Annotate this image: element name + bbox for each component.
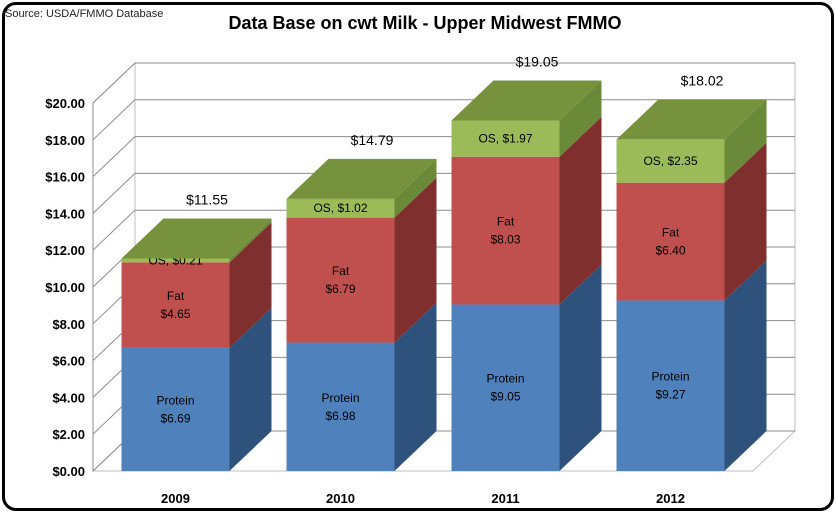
bar-os — [451, 120, 560, 157]
bar-fat — [121, 262, 230, 348]
bar-protein — [451, 304, 560, 471]
bar-top — [616, 99, 767, 140]
bar-protein — [286, 342, 395, 471]
y-tick-label: $14.00 — [45, 206, 85, 221]
bar-side-fat — [394, 177, 437, 343]
data-label-os: OS, $1.97 — [478, 132, 532, 146]
bar-side-fat — [559, 116, 602, 305]
total-label: $18.02 — [681, 72, 724, 88]
bar-side-protein — [229, 307, 272, 471]
data-label-os: OS, $2.35 — [643, 154, 697, 168]
bar-top — [451, 80, 602, 121]
bar-side-fat — [724, 142, 767, 301]
source-note: Source: USDA/FMMO Database — [5, 8, 164, 20]
y-tick-label: $2.00 — [52, 427, 85, 442]
y-axis: $0.00 $2.00 $4.00 $6.00 $8.00 $10.00 $12.00 $14… — [45, 96, 94, 479]
total-label: $14.79 — [351, 132, 394, 148]
data-label-protein: Protein $6.98 — [321, 391, 359, 423]
y-tick-label: $18.00 — [45, 133, 85, 148]
bar-side-os — [559, 80, 602, 157]
gridline — [92, 62, 795, 104]
y-tick-label: $12.00 — [45, 243, 85, 258]
bar-os — [121, 258, 230, 263]
bar-top — [286, 158, 437, 199]
stacked-bar-chart: Data Base on cwt Milk - Upper Midwest FM… — [45, 13, 797, 506]
bar-stack: Protein $9.27 Fat $6.40 OS, $2.35 $18.02 — [616, 72, 767, 471]
bar-fat — [616, 182, 725, 301]
bar-protein — [616, 300, 725, 471]
bar-top — [121, 218, 272, 259]
bar-side-fat — [229, 222, 272, 348]
bar-fat — [286, 217, 395, 343]
total-label: $19.05 — [516, 53, 559, 69]
bar-fat — [451, 156, 560, 305]
bar-side-protein — [394, 302, 437, 471]
x-tick-label: 2011 — [491, 491, 519, 506]
y-tick-label: $16.00 — [45, 170, 85, 185]
bar-side-protein — [724, 260, 767, 471]
x-tick-label: 2012 — [656, 491, 685, 506]
bar-side-os — [724, 99, 767, 183]
data-label-protein: Protein $9.05 — [486, 372, 524, 404]
y-tick-label: $10.00 — [45, 280, 85, 295]
bar-side-protein — [559, 264, 602, 471]
x-tick-label: 2010 — [326, 491, 355, 506]
bar-stack: Protein $9.05 Fat $8.03 OS, $1.97 $19.05 — [451, 53, 602, 471]
data-label-fat: Fat $4.65 — [160, 289, 190, 321]
bar-stack: Protein $6.98 Fat $6.79 OS, $1.02 $14.79 — [286, 132, 437, 471]
bar-os — [286, 198, 395, 218]
bar-os — [616, 139, 725, 183]
y-tick-label: $8.00 — [52, 317, 85, 332]
data-label-fat: Fat $8.03 — [490, 215, 520, 247]
x-axis: 2009 2010 2011 2012 — [161, 491, 685, 506]
data-label-fat: Fat $6.40 — [655, 226, 685, 258]
y-tick-label: $4.00 — [52, 390, 85, 405]
y-tick-label: $6.00 — [52, 354, 85, 369]
bar-side-os — [394, 158, 437, 218]
data-label-protein: Protein $6.69 — [156, 393, 194, 425]
data-label-fat: Fat $6.79 — [325, 264, 355, 296]
chart-title: Data Base on cwt Milk - Upper Midwest FM… — [228, 13, 621, 33]
data-label-os: OS, $1.02 — [313, 201, 367, 215]
y-tick-label: $0.00 — [52, 464, 85, 479]
bar-side-os — [229, 218, 272, 263]
bar-protein — [121, 347, 230, 471]
data-label-protein: Protein $9.27 — [651, 370, 689, 402]
total-label: $11.55 — [186, 191, 228, 207]
x-tick-label: 2009 — [161, 491, 190, 506]
y-tick-label: $20.00 — [45, 96, 85, 111]
